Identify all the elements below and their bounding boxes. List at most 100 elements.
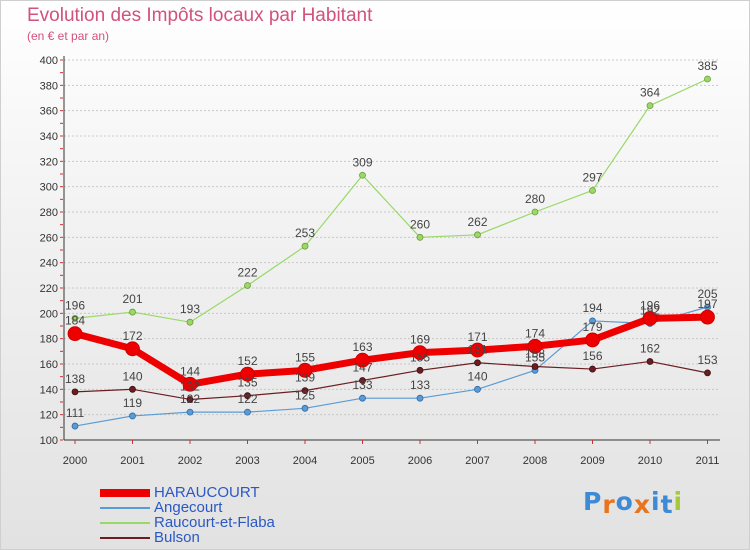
data-point-bulson: [359, 377, 366, 384]
data-point-angecourt: [244, 408, 251, 416]
data-label-bulson: 161: [467, 343, 487, 357]
series-line-bulson: [74, 360, 708, 401]
data-label-raucourt-et-flaba: 253: [295, 226, 315, 240]
y-tick-label: 260: [40, 232, 58, 244]
x-tick-label: 2011: [696, 455, 720, 467]
data-point-bulson: [244, 392, 251, 400]
data-label-bulson: 158: [525, 347, 545, 361]
legend-label-haraucourt: HARAUCOURT: [154, 484, 260, 501]
data-label-bulson: 156: [582, 349, 602, 363]
x-tick-label: 2009: [580, 455, 604, 467]
logo-letter: r: [602, 490, 616, 519]
data-label-haraucourt: 169: [410, 333, 430, 347]
data-labels: 196 201 193 222 253 309 260 262 280 297 364 385 111 1…: [65, 59, 718, 420]
data-point-bulson: [416, 366, 424, 374]
data-point-angecourt: [129, 412, 136, 420]
data-point-raucourt-et-flaba: [646, 102, 654, 109]
data-label-angecourt: 194: [582, 301, 602, 315]
x-tick-label: 2000: [63, 455, 87, 467]
data-point-haraucourt: [527, 338, 543, 354]
y-tick-label: 340: [40, 131, 58, 143]
data-point-bulson: [646, 358, 654, 365]
data-label-angecourt: 140: [467, 369, 487, 383]
data-point-raucourt-et-flaba: [704, 75, 711, 83]
legend-swatch-bulson: [100, 537, 150, 539]
data-point-raucourt-et-flaba: [244, 282, 251, 289]
data-label-angecourt: 122: [237, 392, 257, 406]
data-label-bulson: 147: [352, 360, 372, 374]
data-point-haraucourt: [700, 309, 715, 325]
data-point-haraucourt: [182, 376, 198, 392]
data-point-raucourt-et-flaba: [416, 233, 424, 241]
legend-swatch-haraucourt: [100, 489, 150, 497]
legend-label-bulson: Bulson: [154, 529, 200, 546]
y-tick-label: 380: [40, 80, 58, 92]
data-point-haraucourt: [297, 362, 313, 378]
data-point-haraucourt: [470, 342, 485, 358]
data-label-raucourt-et-flaba: 280: [525, 192, 545, 206]
data-label-haraucourt: 171: [467, 330, 487, 344]
data-point-raucourt-et-flaba: [186, 318, 194, 326]
data-label-bulson: 155: [410, 350, 430, 364]
data-point-raucourt-et-flaba: [531, 208, 539, 216]
data-point-haraucourt: [585, 332, 600, 348]
data-point-angecourt: [359, 394, 366, 402]
data-label-angecourt: 155: [525, 350, 545, 364]
x-tick-label: 2003: [235, 455, 259, 467]
x-tick-label: 2004: [293, 455, 317, 467]
x-tick-label: 2010: [638, 455, 662, 467]
legend-item-angecourt: Angecourt: [100, 499, 330, 517]
data-point-raucourt-et-flaba: [474, 231, 481, 239]
data-point-bulson: [474, 359, 481, 367]
data-label-bulson: 135: [237, 376, 257, 390]
data-label-angecourt: 125: [295, 388, 315, 402]
data-label-raucourt-et-flaba: 297: [582, 170, 602, 184]
x-tick-label: 2008: [523, 455, 547, 467]
data-point-raucourt-et-flaba: [589, 187, 596, 194]
data-point-haraucourt: [412, 345, 428, 361]
data-point-angecourt: [186, 408, 194, 416]
data-label-angecourt: 119: [123, 396, 142, 410]
data-label-haraucourt: 196: [640, 298, 660, 312]
axes: 100 120 140 160 180 200 220 240 260 280 300 320 340 3…: [40, 55, 720, 467]
data-label-bulson: 162: [640, 341, 660, 355]
data-point-raucourt-et-flaba: [359, 171, 366, 179]
data-point-raucourt-et-flaba: [301, 242, 309, 250]
data-label-raucourt-et-flaba: 385: [697, 59, 717, 73]
data-label-raucourt-et-flaba: 364: [640, 86, 660, 100]
data-label-angecourt: 122: [180, 392, 200, 406]
data-label-bulson: 132: [180, 379, 200, 393]
data-label-bulson: 153: [697, 353, 717, 367]
data-label-haraucourt: 197: [697, 297, 717, 311]
chart-subtitle: (en € et par an): [27, 29, 110, 43]
data-label-angecourt: 111: [66, 406, 85, 420]
data-label-bulson: 139: [295, 371, 315, 385]
data-label-haraucourt: 174: [525, 326, 545, 340]
data-point-raucourt-et-flaba: [129, 308, 136, 316]
data-label-haraucourt: 152: [237, 354, 257, 368]
chart-title: Evolution des Impôts locaux par Habitant: [27, 5, 373, 26]
data-point-haraucourt: [125, 341, 140, 357]
legend-label-angecourt: Angecourt: [154, 499, 223, 516]
y-tick-label: 300: [40, 182, 58, 194]
data-label-bulson: 140: [122, 369, 142, 383]
x-tick-label: 2002: [178, 455, 202, 467]
data-label-haraucourt: 184: [65, 314, 85, 328]
data-point-angecourt: [71, 422, 79, 430]
series-line-haraucourt: [74, 313, 708, 388]
logo-letter: P: [583, 487, 603, 516]
y-tick-label: 400: [40, 55, 58, 67]
data-point-angecourt: [301, 404, 309, 412]
data-label-raucourt-et-flaba: 262: [467, 215, 487, 229]
data-point-bulson: [129, 385, 136, 393]
grid-lines: [64, 59, 720, 416]
data-label-raucourt-et-flaba: 196: [65, 298, 85, 312]
data-point-raucourt-et-flaba: [71, 314, 79, 322]
y-tick-label: 200: [40, 308, 58, 320]
y-tick-label: 160: [40, 359, 58, 371]
logo-letter: i: [673, 487, 684, 516]
series-line-raucourt-et-flaba: [74, 78, 708, 323]
legend-item-bulson: Bulson: [100, 529, 330, 547]
data-label-angecourt: 133: [410, 378, 430, 392]
